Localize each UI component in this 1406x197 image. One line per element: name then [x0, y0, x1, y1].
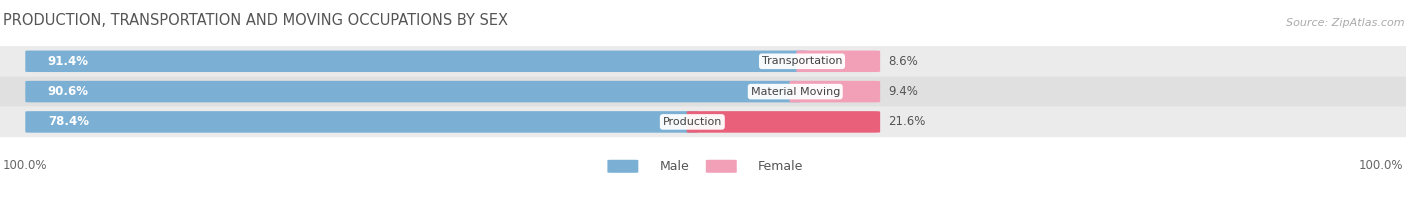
FancyBboxPatch shape — [0, 46, 1406, 76]
FancyBboxPatch shape — [686, 111, 880, 133]
FancyBboxPatch shape — [607, 160, 638, 173]
Text: Production: Production — [662, 117, 723, 127]
Text: Transportation: Transportation — [762, 56, 842, 66]
Text: Material Moving: Material Moving — [751, 87, 839, 97]
FancyBboxPatch shape — [790, 81, 880, 102]
FancyBboxPatch shape — [0, 107, 1406, 137]
FancyBboxPatch shape — [796, 50, 880, 72]
Text: Source: ZipAtlas.com: Source: ZipAtlas.com — [1286, 18, 1405, 28]
Text: 9.4%: 9.4% — [889, 85, 918, 98]
FancyBboxPatch shape — [706, 160, 737, 173]
Text: PRODUCTION, TRANSPORTATION AND MOVING OCCUPATIONS BY SEX: PRODUCTION, TRANSPORTATION AND MOVING OC… — [3, 13, 508, 28]
Text: 91.4%: 91.4% — [48, 55, 89, 68]
Text: Male: Male — [659, 160, 689, 173]
Text: Female: Female — [758, 160, 803, 173]
Text: 100.0%: 100.0% — [3, 159, 48, 172]
FancyBboxPatch shape — [25, 111, 697, 133]
Text: 8.6%: 8.6% — [889, 55, 918, 68]
FancyBboxPatch shape — [0, 76, 1406, 107]
Text: 21.6%: 21.6% — [889, 115, 927, 128]
Text: 100.0%: 100.0% — [1358, 159, 1403, 172]
FancyBboxPatch shape — [25, 50, 807, 72]
Text: 78.4%: 78.4% — [48, 115, 89, 128]
FancyBboxPatch shape — [25, 81, 801, 102]
Text: 90.6%: 90.6% — [48, 85, 89, 98]
